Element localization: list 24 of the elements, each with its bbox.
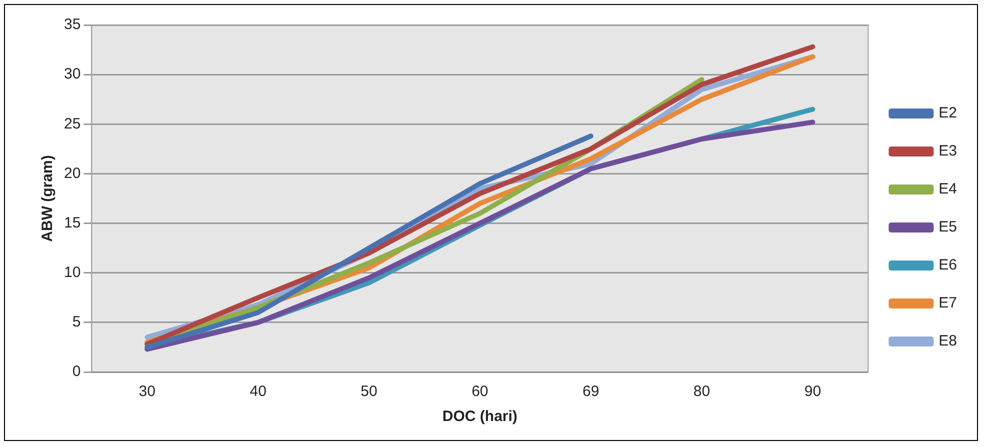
- legend-label: E6: [938, 256, 958, 274]
- legend-label: E2: [938, 104, 958, 122]
- legend-label: E3: [938, 142, 958, 160]
- x-tick-label: 90: [804, 383, 822, 400]
- y-tick-label: 0: [72, 363, 81, 380]
- y-tick-label: 35: [64, 16, 81, 34]
- legend-label: E8: [938, 332, 958, 350]
- y-tick-label: 20: [64, 164, 81, 182]
- x-axis-title: DOC (hari): [442, 408, 518, 426]
- legend-label: E5: [938, 218, 958, 236]
- y-tick-label: 25: [64, 115, 81, 132]
- y-tick-label: 10: [64, 264, 81, 281]
- legend-label: E7: [938, 294, 958, 312]
- x-tick-label: 50: [360, 383, 378, 400]
- y-tick-label: 30: [64, 66, 81, 83]
- y-tick-label: 5: [72, 314, 81, 331]
- x-tick-label: 60: [472, 383, 488, 400]
- x-tick-label: 40: [250, 383, 266, 400]
- x-tick-label: 69: [582, 383, 600, 400]
- x-tick-label: 80: [693, 383, 710, 400]
- legend-label: E4: [938, 180, 958, 198]
- x-tick-label: 30: [138, 383, 156, 400]
- y-tick-label: 15: [64, 214, 81, 232]
- y-axis-title: ABW (gram): [39, 155, 56, 242]
